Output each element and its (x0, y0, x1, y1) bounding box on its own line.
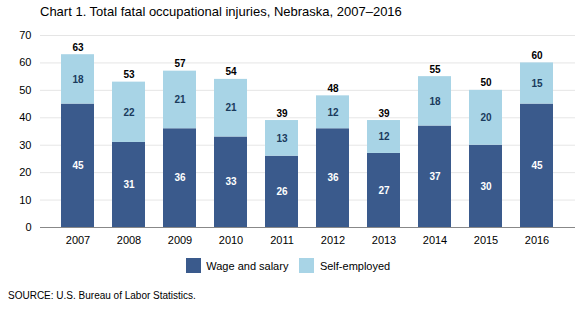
svg-text:37: 37 (429, 171, 441, 182)
svg-text:57: 57 (174, 58, 186, 69)
svg-text:55: 55 (429, 64, 441, 75)
svg-text:2015: 2015 (474, 234, 498, 246)
svg-text:54: 54 (225, 66, 237, 77)
html-text:Wage and salary: Wage and salary (206, 259, 289, 272)
svg-text:26: 26 (276, 186, 288, 197)
svg-text:21: 21 (225, 102, 237, 113)
svg-text:36: 36 (174, 172, 186, 183)
svg-text:70: 70 (19, 29, 31, 41)
svg-text:21: 21 (174, 94, 186, 105)
svg-text:27: 27 (378, 185, 390, 196)
svg-text:31: 31 (123, 179, 135, 190)
svg-text:12: 12 (378, 131, 390, 142)
svg-text:2011: 2011 (270, 234, 294, 246)
svg-text:45: 45 (531, 160, 543, 171)
svg-text:50: 50 (480, 77, 492, 88)
svg-text:60: 60 (531, 50, 543, 61)
svg-text:2007: 2007 (66, 234, 90, 246)
svg-text:13: 13 (276, 133, 288, 144)
svg-text:39: 39 (276, 108, 288, 119)
html-text:Chart 1. Total fatal occupatio: Chart 1. Total fatal occupational injuri… (40, 4, 402, 19)
svg-text:2016: 2016 (525, 234, 549, 246)
svg-text:48: 48 (327, 83, 339, 94)
svg-text:10: 10 (19, 194, 31, 206)
svg-text:18: 18 (429, 96, 441, 107)
svg-text:2010: 2010 (219, 234, 243, 246)
svg-text:2008: 2008 (117, 234, 141, 246)
svg-text:0: 0 (25, 221, 31, 233)
html-text:SOURCE: U.S. Bureau of Labor S: SOURCE: U.S. Bureau of Labor Statistics. (8, 289, 196, 301)
svg-text:30: 30 (19, 139, 31, 151)
svg-text:22: 22 (123, 107, 135, 118)
svg-text:20: 20 (19, 166, 31, 178)
svg-text:18: 18 (72, 74, 84, 85)
svg-text:12: 12 (327, 107, 339, 118)
html-text:Self-employed: Self-employed (319, 259, 391, 272)
svg-text:30: 30 (480, 181, 492, 192)
svg-text:45: 45 (72, 160, 84, 171)
svg-text:63: 63 (72, 42, 84, 53)
svg-text:39: 39 (378, 108, 390, 119)
svg-text:2013: 2013 (372, 234, 396, 246)
svg-text:2009: 2009 (168, 234, 192, 246)
svg-text:36: 36 (327, 172, 339, 183)
svg-text:50: 50 (19, 84, 31, 96)
svg-text:2012: 2012 (321, 234, 345, 246)
svg-text:53: 53 (123, 69, 135, 80)
svg-text:33: 33 (225, 176, 237, 187)
svg-text:60: 60 (19, 56, 31, 68)
svg-text:40: 40 (19, 111, 31, 123)
svg-text:20: 20 (480, 112, 492, 123)
svg-text:15: 15 (531, 78, 543, 89)
svg-text:2014: 2014 (423, 234, 447, 246)
